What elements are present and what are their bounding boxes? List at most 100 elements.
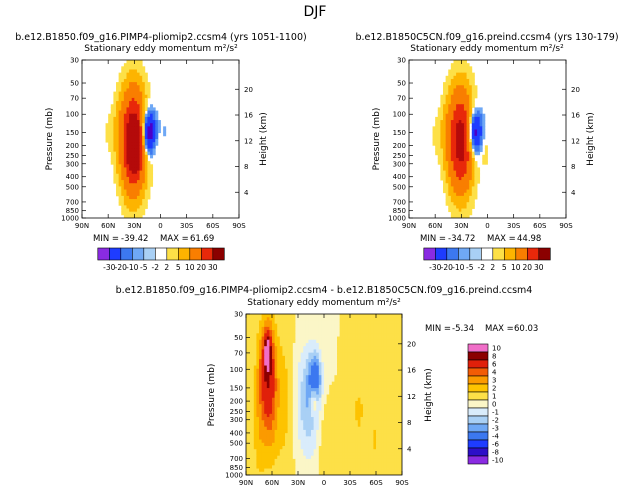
field-cell: [318, 330, 322, 334]
field-cell: [129, 104, 133, 108]
field-cell: [316, 355, 320, 360]
field-cell: [469, 120, 473, 124]
field-cell: [399, 452, 402, 457]
field-cell: [448, 170, 452, 175]
field-cell: [324, 471, 327, 475]
field-cell: [399, 455, 402, 460]
field-cell: [458, 132, 462, 137]
field-cell: [368, 314, 372, 318]
field-cell: [303, 314, 307, 318]
field-cell: [131, 205, 135, 209]
field-cell: [266, 388, 270, 392]
field-cell: [269, 468, 273, 473]
field-cell: [466, 139, 470, 143]
field-cell: [121, 167, 125, 171]
field-cell: [126, 132, 130, 137]
field-cell: [386, 458, 390, 463]
field-cell: [279, 404, 283, 408]
field-cell: [292, 384, 296, 389]
field-cell: [360, 317, 364, 321]
field-cell: [248, 400, 252, 405]
field-cell: [352, 381, 356, 386]
panel-subtitle: Stationary eddy momentum m²/s²: [247, 298, 401, 308]
field-cell: [321, 384, 325, 389]
field-cell: [370, 471, 374, 475]
field-cell: [373, 336, 377, 341]
field-cell: [305, 342, 309, 347]
field-cell: [469, 170, 473, 175]
field-cell: [463, 107, 467, 111]
field-cell: [471, 120, 475, 124]
field-cell: [458, 186, 462, 190]
field-cell: [305, 375, 309, 379]
field-cell: [399, 320, 402, 325]
field-cell: [321, 429, 325, 434]
field-cell: [381, 375, 385, 379]
colorbar-box: [467, 423, 489, 433]
field-cell: [463, 189, 467, 194]
field-cell: [469, 97, 473, 102]
field-cell: [136, 78, 140, 83]
field-cell: [334, 330, 338, 334]
field-cell: [256, 333, 260, 337]
field-cell: [344, 410, 348, 415]
field-cell: [308, 314, 312, 318]
field-cell: [118, 173, 122, 178]
field-cell: [376, 384, 379, 389]
field-cell: [147, 85, 151, 89]
field-cell: [445, 192, 449, 197]
field-cell: [316, 462, 320, 466]
field-cell: [337, 465, 340, 469]
field-cell: [126, 82, 130, 86]
field-cell: [360, 413, 364, 418]
field-cell: [458, 91, 462, 96]
field-cell: [445, 157, 449, 162]
field-cell: [458, 180, 462, 184]
field-cell: [264, 355, 268, 360]
field-cell: [264, 378, 268, 383]
field-cell: [363, 407, 366, 411]
colorbar-box: [423, 247, 436, 261]
field-cell: [389, 339, 392, 344]
field-cell: [324, 400, 327, 405]
field-cell: [298, 442, 301, 447]
field-cell: [458, 214, 462, 218]
field-cell: [443, 145, 447, 149]
field-cell: [142, 120, 146, 124]
field-cell: [285, 407, 288, 411]
field-cell: [386, 359, 390, 363]
field-cell: [365, 462, 369, 466]
field-cell: [139, 66, 143, 70]
field-cell: [399, 342, 402, 347]
field-cell: [259, 471, 262, 475]
field-cell: [261, 400, 265, 405]
field-cell: [318, 342, 322, 347]
field-cell: [295, 394, 299, 399]
field-cell: [432, 142, 436, 146]
field-cell: [337, 397, 340, 402]
field-cell: [324, 458, 327, 463]
field-cell: [269, 339, 273, 344]
field-cell: [399, 375, 402, 379]
field-cell: [355, 330, 359, 334]
field-cell: [305, 330, 309, 334]
field-cell: [251, 384, 255, 389]
field-cell: [458, 170, 462, 175]
field-cell: [357, 397, 361, 402]
field-cell: [147, 148, 151, 153]
x-tick-label: 30N: [127, 222, 141, 230]
field-cell: [378, 355, 382, 360]
field-cell: [246, 355, 249, 360]
y-tick-label: 150: [393, 129, 406, 137]
field-cell: [131, 123, 135, 127]
field-cell: [386, 462, 390, 466]
field-cell: [126, 104, 130, 108]
field-cell: [274, 320, 278, 325]
field-cell: [324, 333, 327, 337]
field-cell: [355, 381, 359, 386]
field-cell: [456, 129, 460, 134]
field-cell: [246, 400, 249, 405]
field-cell: [383, 371, 387, 376]
field-cell: [152, 110, 156, 115]
field-cell: [110, 107, 114, 111]
